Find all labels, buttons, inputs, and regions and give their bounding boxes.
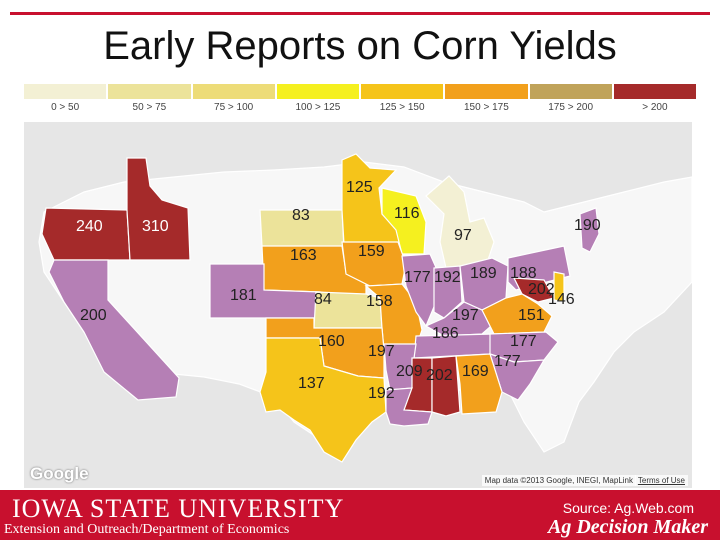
yield-label-arkansas: 197 — [368, 343, 395, 360]
yield-label-iowa: 159 — [358, 243, 385, 260]
university-wordmark: IOWA STATE UNIVERSITY — [12, 494, 345, 523]
map-legend: 0 > 50 50 > 75 75 > 100 100 > 125 125 > … — [24, 84, 696, 118]
legend-label: 150 > 175 — [463, 102, 509, 113]
legend-label: 100 > 125 — [295, 102, 341, 113]
legend-label: 175 > 200 — [548, 102, 593, 113]
state-georgia[interactable] — [455, 353, 503, 415]
legend-label: 0 > 50 — [51, 102, 80, 113]
legend-label: 50 > 75 — [132, 102, 167, 113]
legend-swatch — [192, 84, 275, 99]
yield-label-minnesota: 125 — [346, 179, 373, 196]
state-alabama[interactable] — [431, 355, 461, 417]
legend-item: 125 > 150 — [361, 84, 444, 118]
yield-label-wisconsin: 116 — [394, 205, 420, 222]
yield-label-colorado: 181 — [230, 287, 257, 304]
state-idaho[interactable] — [126, 157, 191, 261]
yield-label-ohio: 189 — [470, 265, 497, 282]
legend-swatch — [108, 84, 191, 99]
state-new-york[interactable] — [579, 207, 600, 253]
legend-item: 75 > 100 — [192, 84, 275, 118]
yield-label-alabama: 202 — [426, 367, 453, 384]
legend-swatch — [613, 84, 696, 99]
yield-label-tennessee: 186 — [432, 325, 459, 342]
legend-label: > 200 — [642, 102, 668, 113]
yield-label-kansas: 84 — [314, 291, 332, 308]
yield-label-maryland: 202 — [528, 281, 555, 298]
legend-item: 50 > 75 — [108, 84, 191, 118]
slide-title: Early Reports on Corn Yields — [103, 24, 617, 68]
legend-swatch — [276, 84, 359, 99]
yield-label-oregon: 240 — [76, 218, 103, 235]
source-credit: Source: Ag.Web.com — [562, 500, 694, 516]
yield-label-indiana: 192 — [434, 269, 461, 286]
yield-label-illinois: 177 — [404, 269, 431, 286]
google-logo: Google — [30, 464, 89, 483]
extension-text: Extension and Outreach/Department of Eco… — [4, 522, 290, 537]
yield-label-virginia: 151 — [518, 307, 545, 324]
footer-bar: IOWA STATE UNIVERSITY Extension and Outr… — [0, 490, 720, 540]
ag-decision-maker-logo: Ag Decision Maker — [548, 516, 708, 538]
terms-of-use-link[interactable]: Terms of Use — [634, 475, 688, 486]
top-stripe — [0, 0, 720, 16]
state-illinois[interactable] — [401, 253, 439, 328]
map-svg: 240 310 200 125 83 116 97 190 163 159 17… — [24, 122, 692, 488]
yield-label-north-carolina: 177 — [510, 333, 537, 350]
state-maryland[interactable] — [512, 277, 555, 303]
legend-item: 150 > 175 — [445, 84, 528, 118]
yield-label-delaware: 146 — [548, 291, 575, 308]
yield-label-michigan: 97 — [454, 227, 472, 244]
yield-label-nebraska: 163 — [290, 247, 317, 264]
legend-item: 100 > 125 — [276, 84, 359, 118]
yield-label-south-dakota: 83 — [292, 207, 310, 224]
yield-label-louisiana: 192 — [368, 385, 395, 402]
map-data-attribution: Map data ©2013 Google, INEGI, MapLink — [481, 475, 636, 486]
legend-swatch — [445, 84, 528, 99]
state-delaware[interactable] — [553, 271, 565, 303]
yield-label-pennsylvania: 188 — [510, 265, 537, 282]
legend-label: 125 > 150 — [379, 102, 425, 113]
yield-label-georgia: 169 — [462, 363, 489, 380]
yield-label-california: 200 — [80, 307, 107, 324]
legend-swatch — [24, 84, 107, 99]
legend-label: 75 > 100 — [214, 102, 254, 113]
yield-label-kentucky: 197 — [452, 307, 479, 324]
legend-item: > 200 — [613, 84, 696, 118]
top-red-rule — [10, 12, 710, 15]
legend-swatch — [529, 84, 612, 99]
yield-label-south-carolina: 177 — [494, 353, 521, 370]
state-michigan[interactable] — [425, 175, 495, 269]
legend-item: 0 > 50 — [24, 84, 107, 118]
yield-label-oklahoma: 160 — [318, 333, 345, 350]
legend-item: 175 > 200 — [529, 84, 612, 118]
yield-label-missouri: 158 — [366, 293, 393, 310]
state-texas[interactable] — [259, 337, 387, 463]
yield-label-mississippi: 209 — [396, 363, 423, 380]
state-louisiana[interactable] — [385, 387, 433, 427]
legend-swatch — [361, 84, 444, 99]
us-corn-yield-map[interactable]: 240 310 200 125 83 116 97 190 163 159 17… — [24, 122, 692, 488]
state-california[interactable] — [48, 259, 180, 401]
state-indiana[interactable] — [433, 265, 463, 319]
yield-label-new-york: 190 — [574, 217, 601, 234]
yield-label-texas: 137 — [298, 375, 325, 392]
yield-label-idaho: 310 — [142, 218, 169, 235]
state-wisconsin[interactable] — [381, 187, 427, 255]
